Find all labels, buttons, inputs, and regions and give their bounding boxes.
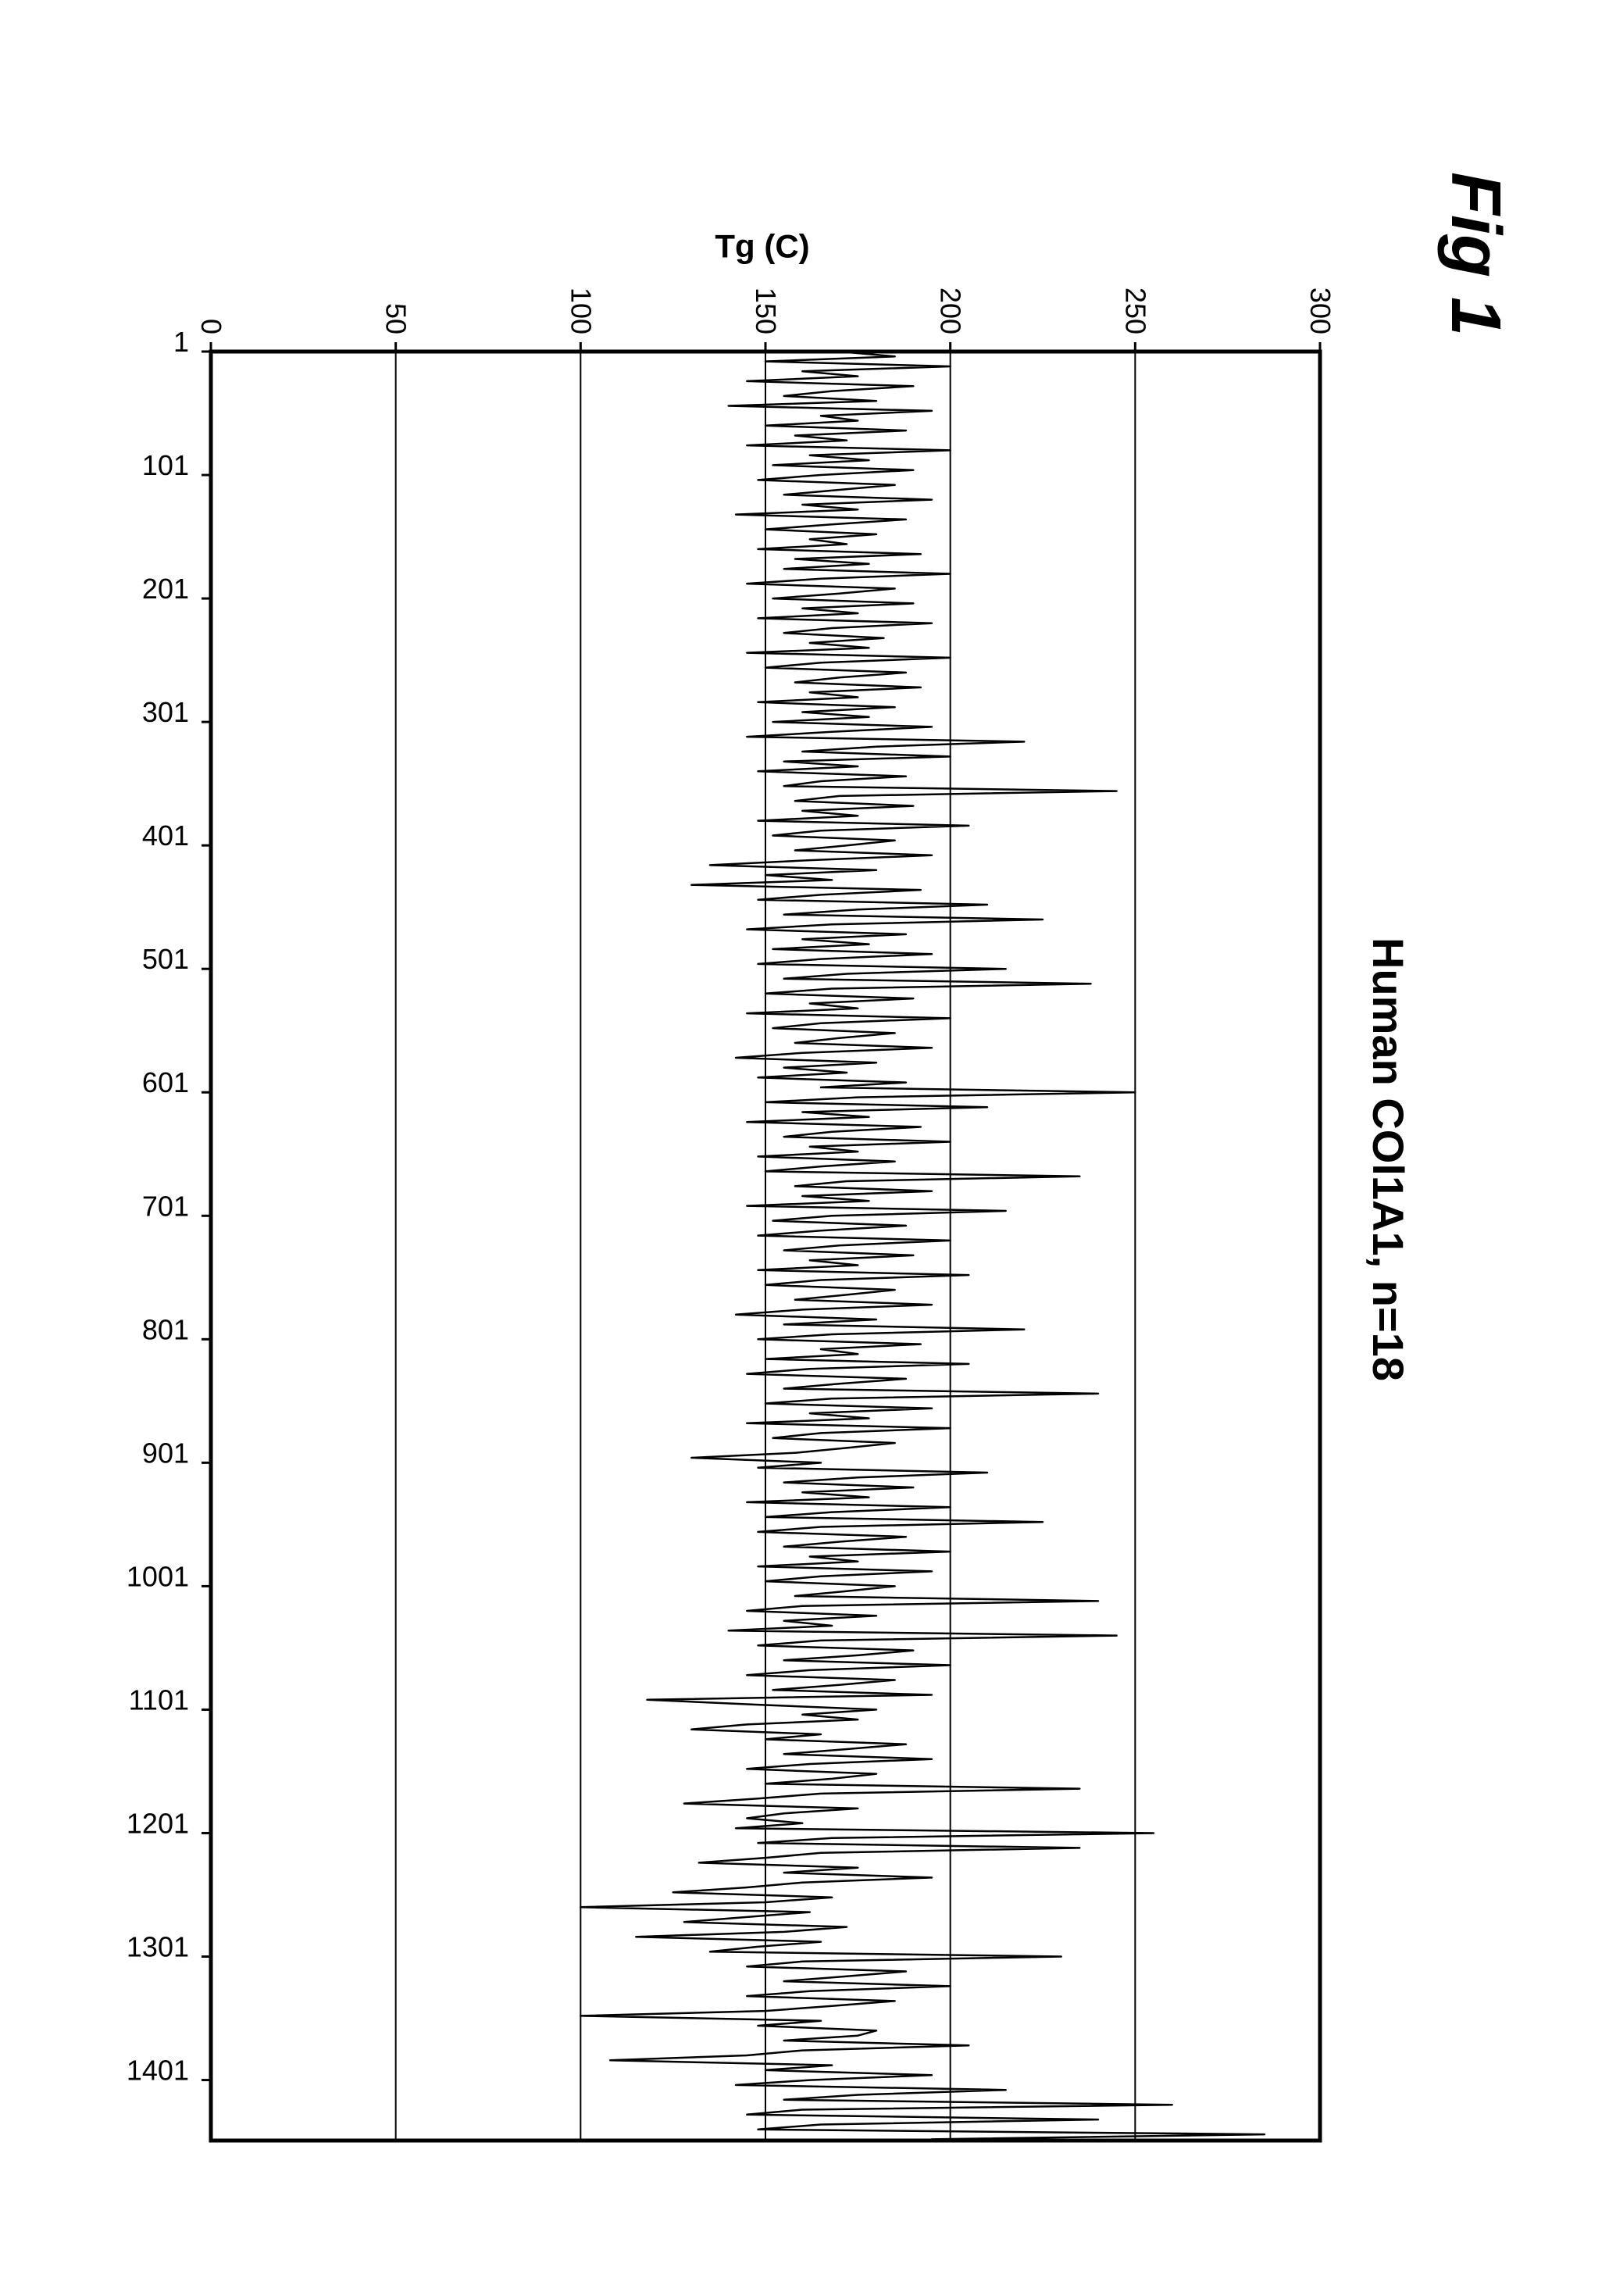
- x-tick-label: 301: [142, 696, 189, 728]
- x-tick-label: 101: [142, 449, 189, 481]
- y-tick-label: 150: [750, 287, 782, 334]
- x-tick-label: 601: [142, 1066, 189, 1098]
- x-tick-label: 1101: [129, 1684, 189, 1716]
- chart-wrap: 0501001502002503001101201301401501601701…: [125, 273, 1343, 2172]
- x-tick-label: 501: [142, 943, 189, 975]
- y-tick-label: 0: [195, 319, 227, 334]
- x-tick-label: 1201: [127, 1807, 189, 1839]
- y-tick-label: 50: [380, 303, 412, 334]
- x-tick-label: 701: [142, 1190, 189, 1222]
- x-tick-label: 1401: [127, 2055, 189, 2087]
- figure-label: Fig 1: [1435, 172, 1515, 336]
- line-chart: 0501001502002503001101201301401501601701…: [125, 273, 1343, 2172]
- x-tick-label: 1: [173, 326, 189, 358]
- x-tick-label: 201: [142, 573, 189, 605]
- y-tick-label: 300: [1304, 287, 1336, 334]
- y-tick-label: 200: [935, 287, 967, 334]
- x-tick-label: 1301: [127, 1931, 189, 1963]
- x-tick-label: 401: [142, 819, 189, 852]
- y-tick-label: 100: [565, 287, 597, 334]
- x-tick-label: 1001: [127, 1560, 189, 1592]
- chart-title: Human COl1A1, n=18: [1363, 937, 1414, 1381]
- y-tick-label: 250: [1119, 287, 1151, 334]
- y-axis-label: Tg (C): [715, 228, 809, 266]
- x-tick-label: 801: [142, 1313, 189, 1345]
- x-tick-label: 901: [142, 1437, 189, 1469]
